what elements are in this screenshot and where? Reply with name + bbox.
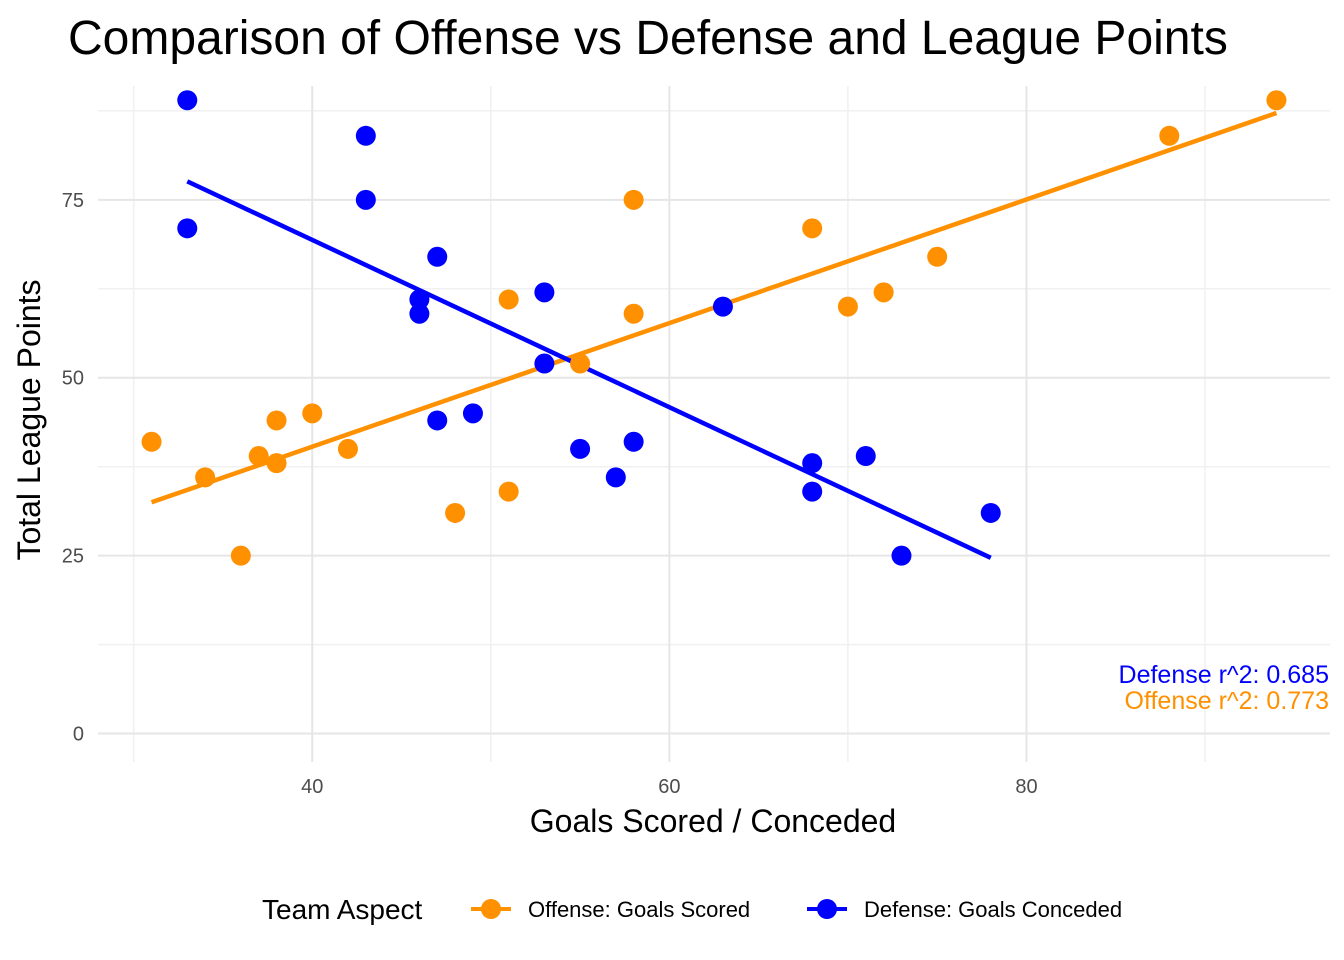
defense-point	[570, 438, 591, 459]
offense-point	[195, 467, 216, 488]
y-tick-label: 75	[62, 190, 84, 212]
offense-point	[266, 410, 287, 431]
x-tick-label: 80	[1015, 776, 1037, 798]
fit-lines	[150, 110, 1278, 560]
offense-point	[337, 438, 358, 459]
defense-point	[802, 481, 823, 502]
y-tick-labels: 0 25 50 75	[62, 190, 84, 746]
chart-title: Comparison of Offense vs Defense and Lea…	[68, 12, 1228, 65]
defense-point	[605, 467, 626, 488]
offense-point	[498, 289, 519, 310]
offense-point	[230, 545, 251, 566]
defense-point	[980, 502, 1001, 523]
defense-point	[712, 296, 733, 317]
defense-point	[802, 453, 823, 474]
x-tick-label: 40	[301, 776, 323, 798]
offense-point	[266, 453, 287, 474]
offense-point	[1159, 125, 1180, 146]
offense-point	[927, 246, 948, 267]
offense-point	[837, 296, 858, 317]
offense-point	[498, 481, 519, 502]
defense-point	[623, 431, 644, 452]
y-tick-label: 0	[73, 724, 84, 746]
x-axis-title: Goals Scored / Conceded	[530, 803, 896, 839]
defense-point	[462, 403, 483, 424]
offense-point	[873, 282, 894, 303]
defense-point	[891, 545, 912, 566]
data-points	[141, 90, 1287, 566]
offense-point	[623, 303, 644, 324]
defense-point	[409, 303, 430, 324]
defense-point	[355, 125, 376, 146]
offense-point	[141, 431, 162, 452]
defense-point	[355, 189, 376, 210]
offense-point	[623, 189, 644, 210]
defense-point	[534, 353, 555, 374]
y-tick-label: 50	[62, 368, 84, 390]
defense-fit-line	[186, 179, 992, 560]
offense-point	[802, 218, 823, 239]
legend-key-offense	[471, 899, 511, 919]
offense-point	[570, 353, 591, 374]
legend: Team Aspect Offense: Goals Scored Defens…	[262, 894, 1122, 925]
legend-title: Team Aspect	[262, 894, 423, 925]
defense-point	[427, 410, 448, 431]
defense-point	[855, 446, 876, 467]
defense-point	[177, 90, 198, 111]
y-tick-label: 25	[62, 546, 84, 568]
x-tick-labels: 40 60 80	[301, 776, 1037, 798]
offense-point	[302, 403, 323, 424]
x-tick-label: 60	[658, 776, 680, 798]
defense-point	[427, 246, 448, 267]
defense-r2-annotation: Defense r^2: 0.685	[1119, 661, 1329, 689]
defense-point	[534, 282, 555, 303]
defense-point	[177, 218, 198, 239]
legend-label-offense: Offense: Goals Scored	[528, 897, 750, 922]
legend-label-defense: Defense: Goals Conceded	[864, 897, 1122, 922]
legend-key-defense	[807, 899, 847, 919]
offense-point	[445, 502, 466, 523]
y-axis-title: Total League Points	[11, 279, 47, 560]
offense-r2-annotation: Offense r^2: 0.773	[1125, 687, 1329, 715]
offense-point	[248, 446, 269, 467]
offense-point	[1266, 90, 1287, 111]
defense-point	[409, 289, 430, 310]
